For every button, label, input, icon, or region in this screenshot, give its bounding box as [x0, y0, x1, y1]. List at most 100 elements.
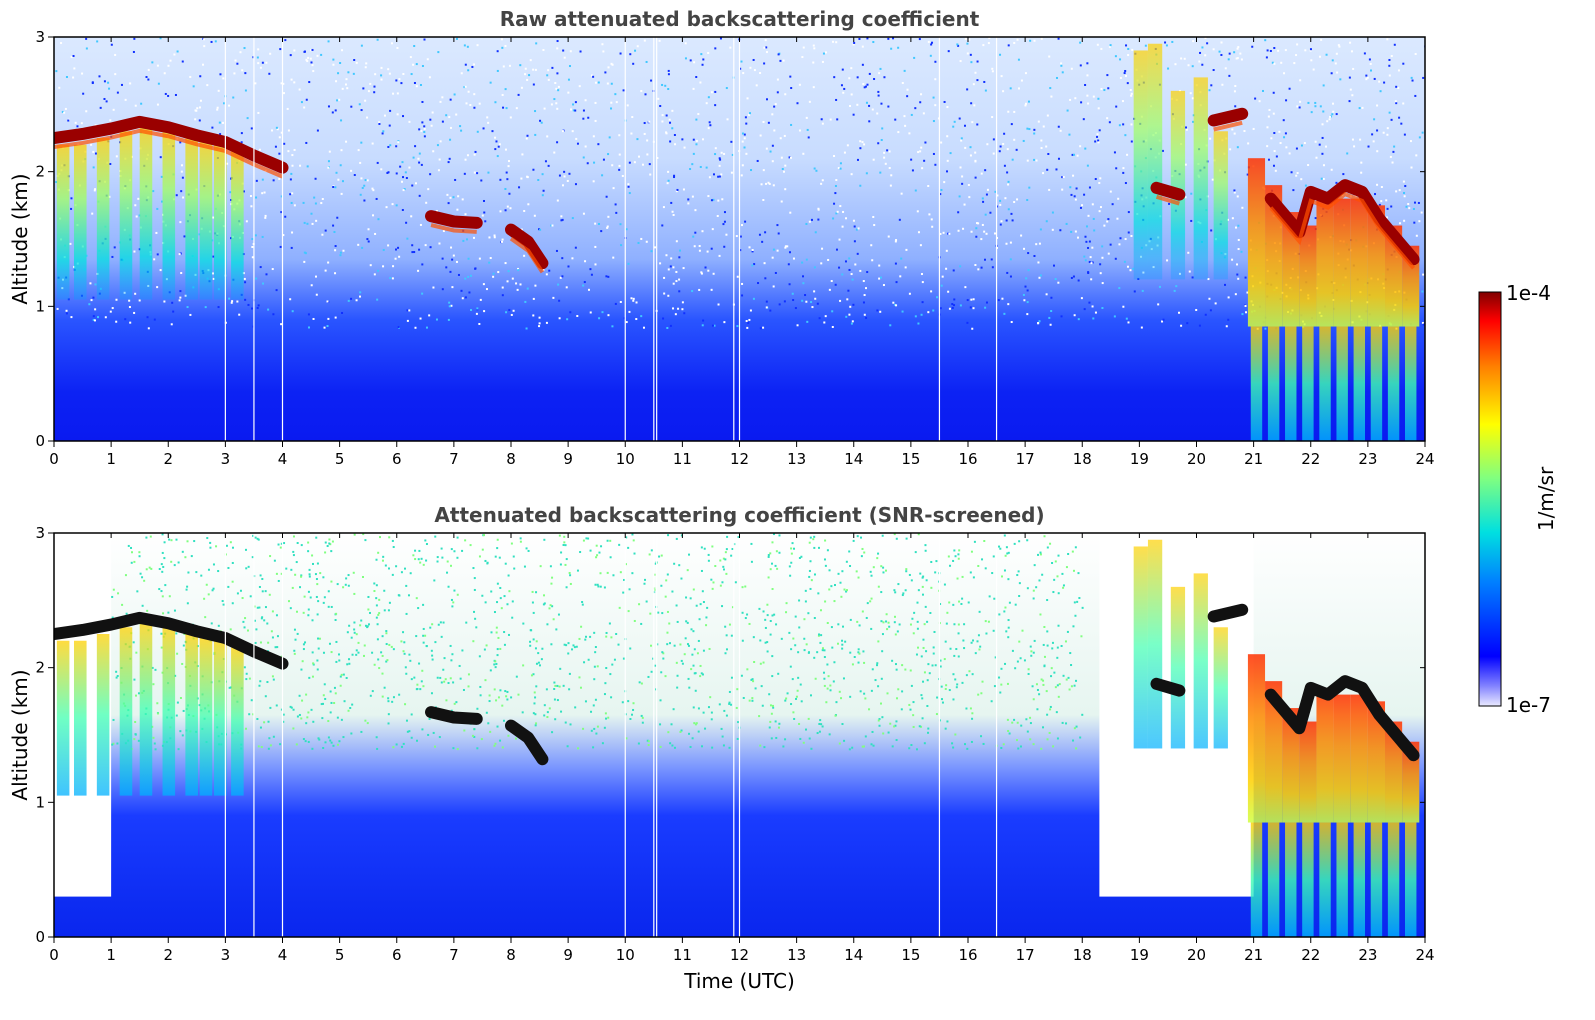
noise-pixel — [499, 586, 502, 589]
noise-pixel — [988, 37, 991, 40]
noise-pixel — [826, 549, 829, 552]
noise-pixel — [745, 152, 748, 155]
noise-pixel — [994, 232, 997, 235]
noise-pixel — [1061, 572, 1064, 575]
noise-pixel — [589, 268, 592, 271]
noise-pixel — [957, 623, 960, 626]
noise-pixel — [689, 168, 692, 171]
noise-pixel — [116, 742, 119, 745]
noise-pixel — [295, 743, 298, 746]
noise-pixel — [691, 737, 694, 740]
noise-pixel — [243, 626, 246, 629]
noise-pixel — [1188, 270, 1191, 273]
noise-pixel — [413, 251, 416, 254]
noise-pixel — [328, 542, 331, 545]
noise-pixel — [917, 533, 920, 536]
noise-pixel — [861, 745, 864, 748]
noise-pixel — [501, 704, 504, 707]
noise-pixel — [1057, 37, 1060, 40]
noise-pixel — [195, 571, 198, 574]
noise-pixel — [375, 616, 378, 619]
noise-pixel — [1026, 587, 1029, 590]
noise-pixel — [1072, 625, 1075, 628]
noise-pixel — [1285, 99, 1288, 102]
noise-pixel — [204, 616, 207, 619]
noise-pixel — [762, 610, 765, 613]
noise-pixel — [378, 121, 381, 124]
noise-pixel — [1075, 187, 1078, 190]
noise-pixel — [1080, 297, 1083, 300]
noise-pixel — [888, 150, 891, 153]
noise-pixel — [868, 708, 871, 711]
noise-pixel — [317, 600, 320, 603]
noise-pixel — [233, 72, 236, 75]
noise-pixel — [850, 173, 853, 176]
noise-pixel — [901, 664, 904, 667]
noise-pixel — [221, 121, 224, 124]
noise-pixel — [958, 117, 961, 120]
noise-pixel — [850, 67, 853, 70]
noise-pixel — [405, 719, 408, 722]
noise-pixel — [1237, 277, 1240, 280]
noise-pixel — [1319, 105, 1322, 108]
noise-pixel — [551, 66, 554, 69]
noise-pixel — [334, 186, 337, 189]
y-axis-label: Altitude (km) — [8, 669, 32, 800]
noise-pixel — [1277, 49, 1280, 52]
noise-pixel — [1006, 552, 1009, 555]
noise-pixel — [673, 176, 676, 179]
noise-pixel — [410, 215, 413, 218]
noise-pixel — [537, 661, 540, 664]
noise-pixel — [508, 590, 511, 593]
noise-pixel — [501, 746, 504, 749]
noise-pixel — [1336, 71, 1339, 74]
noise-pixel — [584, 260, 587, 263]
noise-pixel — [476, 707, 479, 710]
noise-pixel — [198, 704, 201, 707]
noise-pixel — [1069, 98, 1072, 101]
noise-pixel — [380, 66, 383, 69]
noise-pixel — [493, 663, 496, 666]
noise-pixel — [1083, 193, 1086, 196]
noise-pixel — [391, 203, 394, 206]
noise-pixel — [1314, 105, 1317, 108]
noise-pixel — [1115, 105, 1118, 108]
noise-pixel — [375, 604, 378, 607]
noise-pixel — [423, 38, 426, 41]
noise-pixel — [823, 684, 826, 687]
noise-pixel — [556, 47, 559, 50]
noise-pixel — [800, 700, 803, 703]
noise-pixel — [291, 164, 294, 167]
noise-pixel — [289, 178, 292, 181]
noise-pixel — [181, 734, 184, 737]
noise-pixel — [387, 68, 390, 71]
noise-pixel — [976, 640, 979, 643]
noise-pixel — [330, 550, 333, 553]
noise-pixel — [831, 646, 834, 649]
noise-pixel — [277, 579, 280, 582]
noise-pixel — [128, 299, 131, 302]
noise-pixel — [740, 224, 743, 227]
noise-pixel — [702, 601, 705, 604]
noise-pixel — [81, 72, 84, 75]
noise-pixel — [1321, 136, 1324, 139]
noise-pixel — [596, 665, 599, 668]
noise-pixel — [55, 70, 58, 73]
rain-column — [1247, 158, 1266, 327]
noise-pixel — [1094, 311, 1097, 314]
noise-pixel — [695, 139, 698, 142]
noise-pixel — [650, 79, 653, 82]
noise-pixel — [1334, 62, 1337, 65]
noise-pixel — [618, 606, 621, 609]
noise-pixel — [816, 302, 819, 305]
noise-pixel — [707, 51, 710, 54]
noise-pixel — [866, 37, 869, 40]
noise-pixel — [739, 249, 742, 252]
noise-pixel — [275, 572, 278, 575]
noise-pixel — [819, 609, 822, 612]
noise-pixel — [460, 129, 463, 132]
noise-pixel — [1123, 72, 1126, 75]
noise-pixel — [701, 324, 704, 327]
noise-pixel — [683, 312, 686, 315]
noise-pixel — [1018, 540, 1021, 543]
